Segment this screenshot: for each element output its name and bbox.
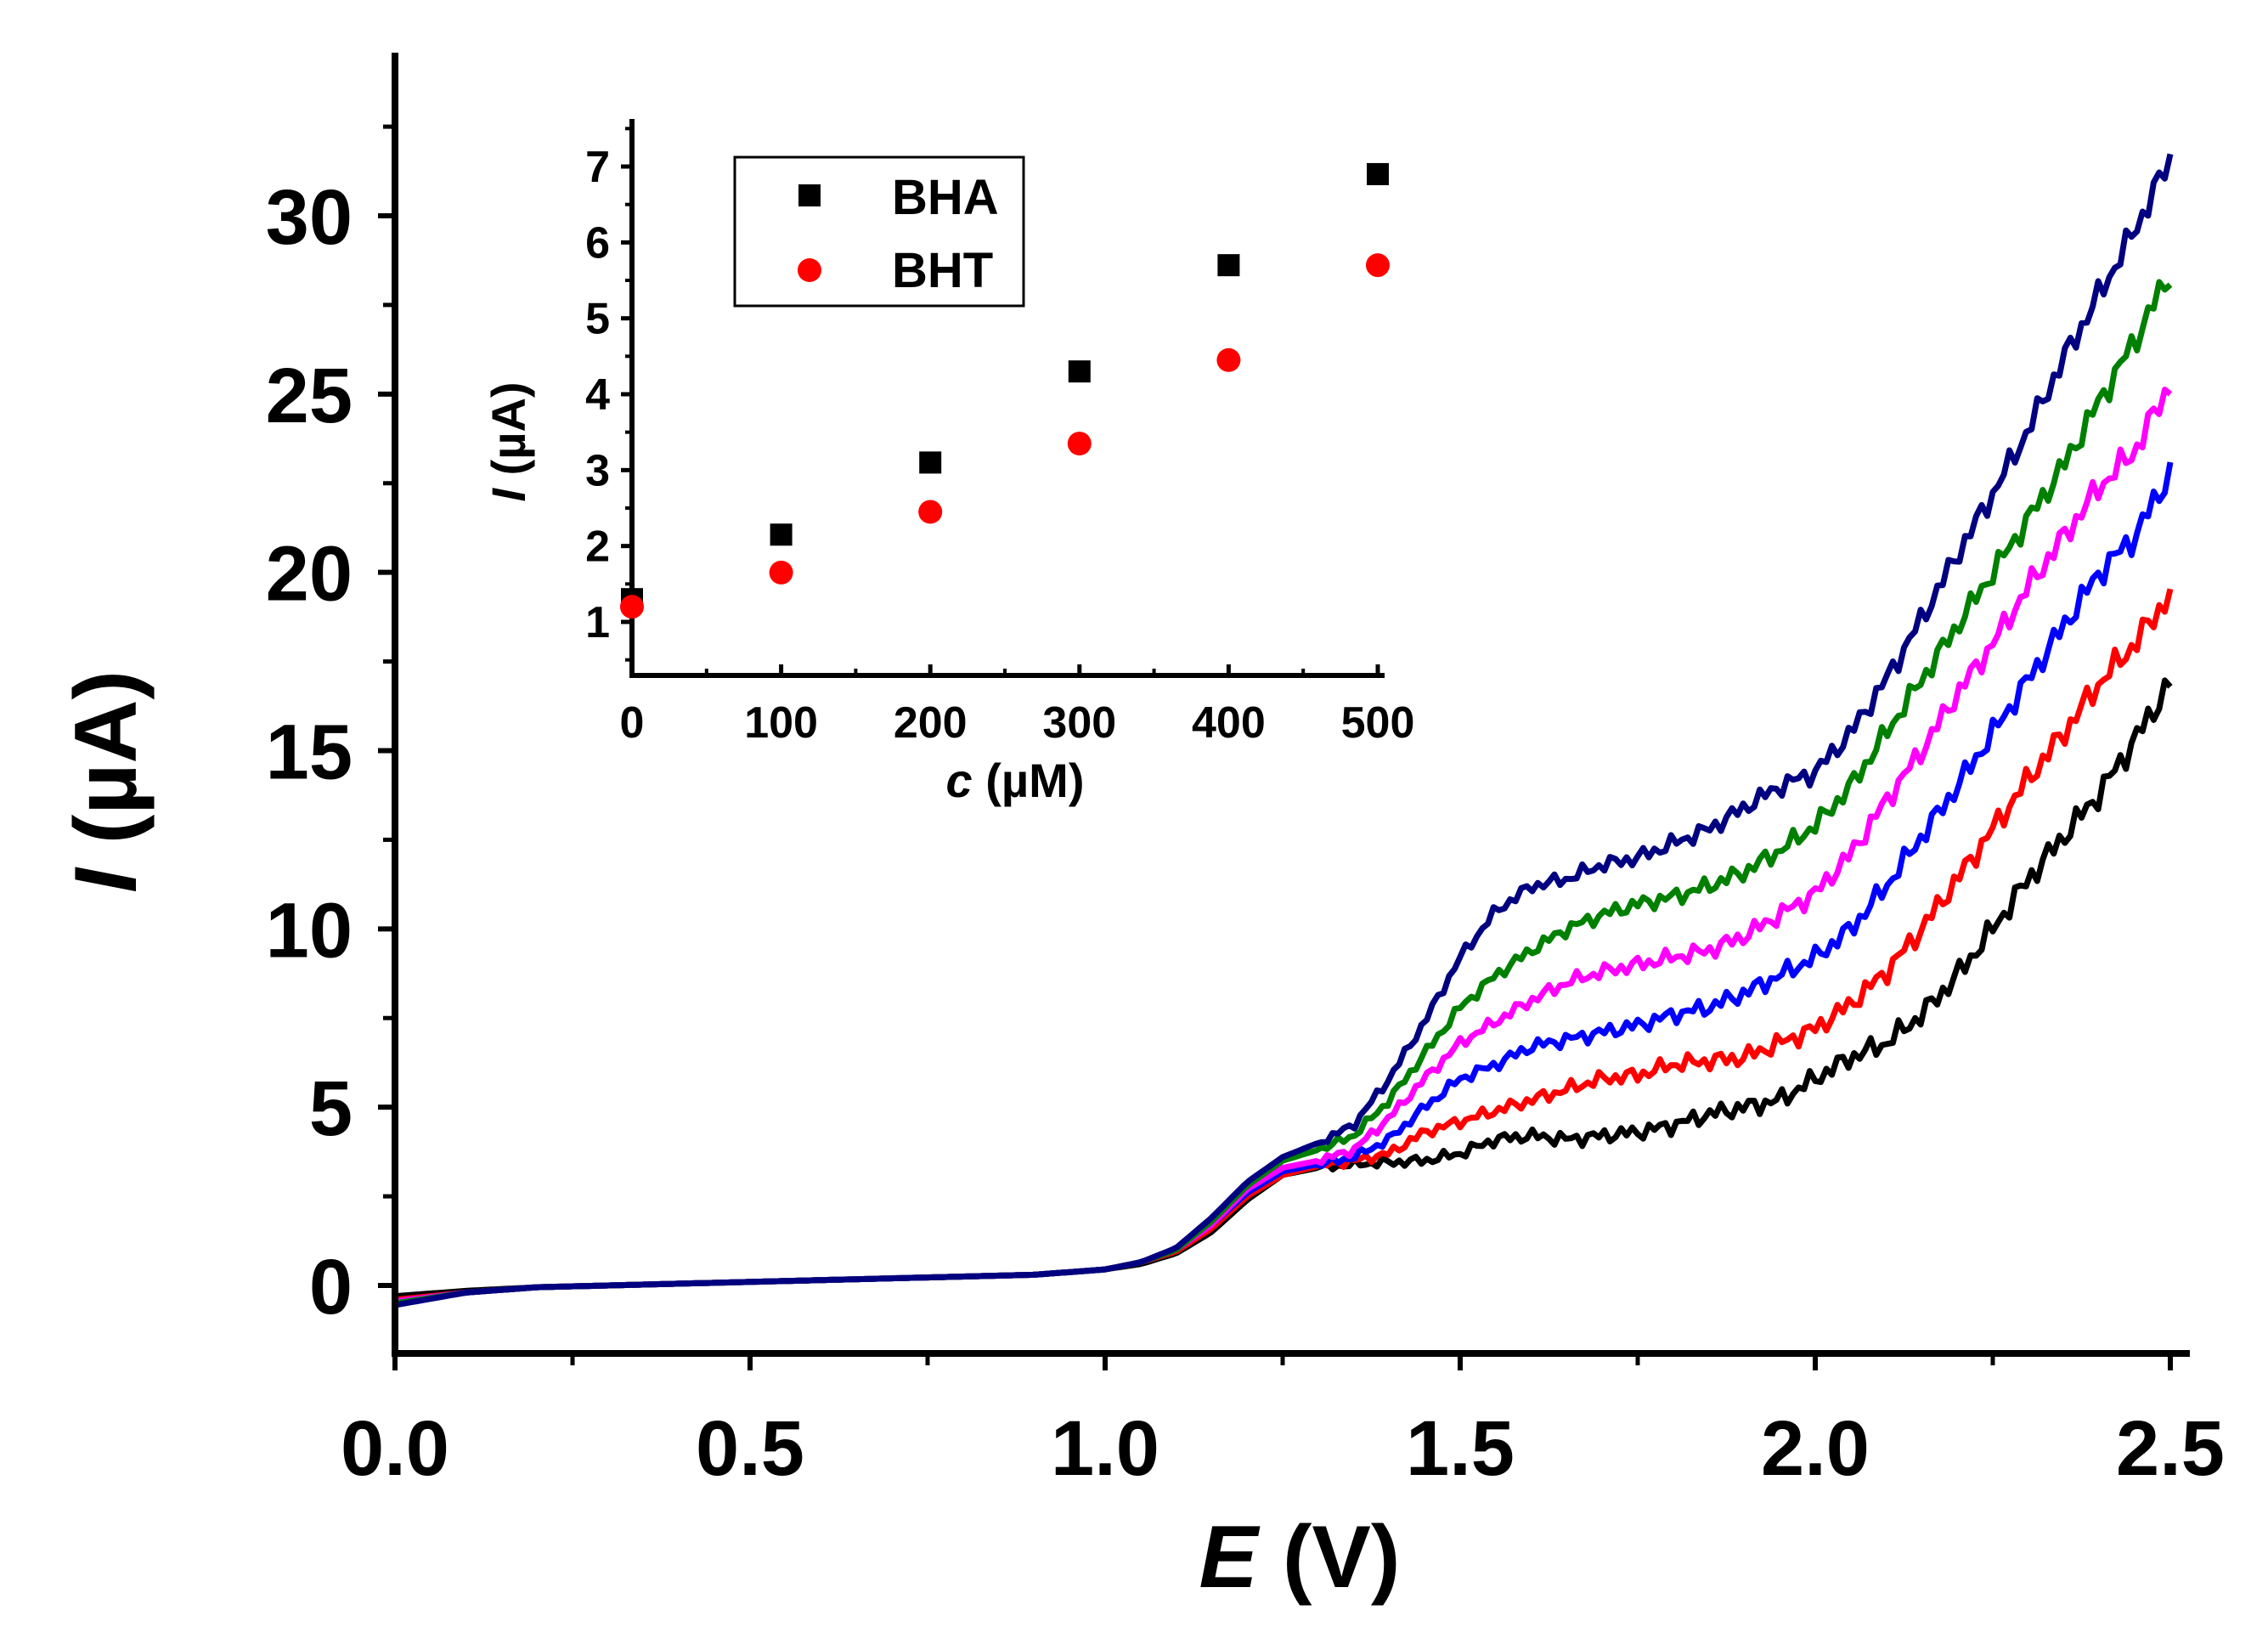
legend-marker-bht [798, 258, 821, 282]
main-y-tick-label: 10 [266, 887, 353, 974]
inset-x-tick-label: 0 [620, 698, 645, 748]
main-y-tick-label: 15 [266, 709, 353, 796]
inset-point-bht [620, 595, 644, 619]
legend-marker-bha [798, 184, 821, 206]
main-series-line [394, 279, 2173, 1307]
inset-x-tick-label: 100 [744, 698, 818, 748]
inset-x-tick-label: 300 [1042, 698, 1116, 748]
inset-point-bht [769, 560, 793, 585]
main-x-axis-unit: (V) [1283, 1508, 1401, 1607]
inset-point-bht [1366, 253, 1390, 278]
main-y-axis-title: I (µA) [57, 670, 155, 893]
legend-frame [733, 155, 1025, 308]
inset-y-tick-label: 7 [585, 143, 610, 192]
main-y-axis-unit: (µA) [57, 670, 155, 844]
inset-point-bha [1367, 162, 1389, 185]
main-x-tick-label: 1.5 [1406, 1405, 1515, 1492]
inset-x-tick-label: 400 [1192, 698, 1266, 748]
main-y-tick-label: 25 [266, 353, 353, 439]
main-y-axis-var: I [57, 867, 155, 893]
inset-point-bha [919, 451, 942, 474]
main-x-tick-label: 2.0 [1761, 1405, 1870, 1492]
main-x-tick-label: 0.0 [341, 1405, 449, 1492]
main-series-line [394, 153, 2174, 1308]
main-y-tick-label: 20 [266, 531, 353, 618]
main-x-tick-label: 2.5 [2116, 1405, 2225, 1492]
legend-label-bht: BHT [892, 243, 993, 298]
inset-x-axis-title: c (µM) [946, 754, 1085, 807]
inset-ticks-group [621, 127, 1380, 675]
main-x-axis-var: E [1199, 1508, 1261, 1607]
main-y-tick-label: 30 [266, 174, 353, 261]
main-x-axis-title: E (V) [1199, 1508, 1401, 1607]
inset-point-bht [918, 500, 943, 524]
inset-y-tick-label: 5 [585, 295, 610, 344]
main-series-group [394, 153, 2174, 1308]
inset-legend: BHA BHT [733, 155, 1025, 308]
inset-y-tick-label: 2 [585, 523, 610, 572]
main-series-line [394, 387, 2173, 1305]
inset-x-tick-label: 500 [1341, 698, 1415, 748]
inset-y-axis-title: I (µA) [482, 381, 535, 501]
inset-x-axis-unit: (µM) [985, 754, 1084, 807]
inset-point-bha [1068, 360, 1091, 383]
main-x-tick-label: 0.5 [696, 1405, 804, 1492]
inset-y-tick-label: 3 [585, 446, 610, 495]
inset-point-bht [1067, 432, 1092, 456]
inset-point-bha [1217, 254, 1240, 277]
main-y-tick-label: 0 [309, 1244, 353, 1330]
inset-chart: 0 100 200 300 400 500 1 2 3 4 5 6 7 c (µM) I (µA) BH… [482, 119, 1414, 807]
inset-x-axis-var: c [946, 754, 973, 807]
inset-y-tick-label: 6 [585, 218, 610, 268]
main-y-tick-label: 5 [309, 1065, 353, 1152]
inset-tick-labels-group: 0 100 200 300 400 500 1 2 3 4 5 6 7 [585, 143, 1414, 748]
main-series-line [394, 588, 2174, 1303]
inset-y-tick-label: 4 [585, 370, 610, 420]
main-ticks-group [378, 124, 2173, 1370]
inset-y-tick-label: 1 [585, 598, 610, 647]
inset-point-bht [1216, 347, 1241, 372]
inset-point-bha [770, 523, 793, 546]
inset-y-axis-var: I [482, 488, 535, 502]
legend-label-bha: BHA [892, 170, 999, 225]
inset-y-axis-unit: (µA) [482, 381, 535, 475]
inset-points-group [620, 162, 1390, 619]
inset-x-tick-label: 200 [894, 698, 968, 748]
main-x-tick-label: 1.0 [1051, 1405, 1159, 1492]
